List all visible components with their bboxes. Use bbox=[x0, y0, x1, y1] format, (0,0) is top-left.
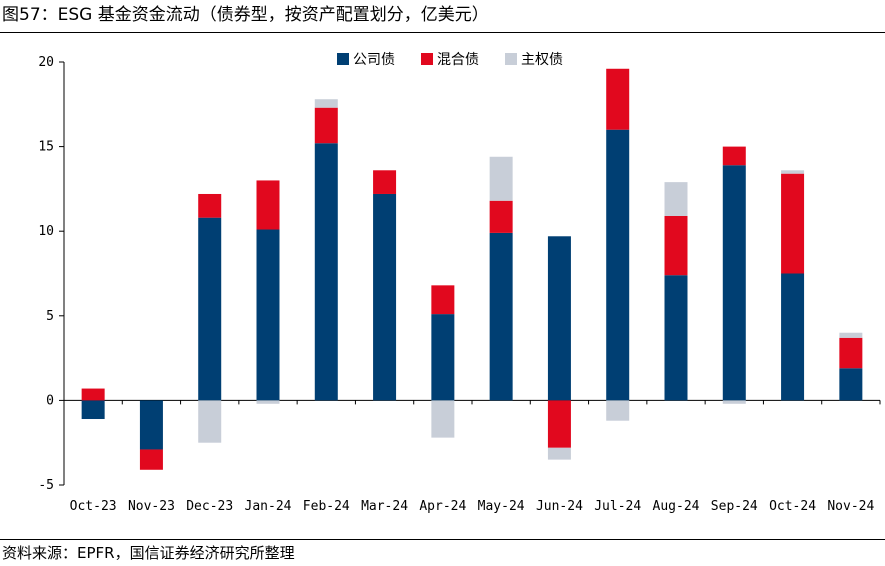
bar-hybrid bbox=[256, 180, 280, 230]
bar-sovereign bbox=[839, 332, 863, 338]
x-tick-label: Oct-24 bbox=[769, 499, 816, 514]
bar-corporate bbox=[314, 143, 338, 401]
bar-hybrid bbox=[139, 449, 163, 470]
x-tick-label: Jun-24 bbox=[536, 499, 583, 514]
x-tick-label: Nov-24 bbox=[827, 499, 874, 514]
bar-corporate bbox=[781, 273, 805, 401]
bar-sovereign bbox=[722, 400, 746, 404]
bar-hybrid bbox=[198, 193, 222, 218]
bar-corporate bbox=[81, 400, 105, 420]
x-tick-label: Dec-23 bbox=[186, 499, 233, 514]
x-tick-label: Oct-23 bbox=[70, 499, 117, 514]
bar-sovereign bbox=[431, 400, 455, 438]
x-tick-label: Feb-24 bbox=[303, 499, 350, 514]
bar-corporate bbox=[664, 275, 688, 401]
axes: -5 0 5 10 15 20 Oct-23 Nov-23 Dec-23 Jan-24 Feb-24… bbox=[38, 55, 881, 514]
bar-corporate bbox=[198, 217, 222, 401]
legend-swatch-sovereign bbox=[505, 53, 517, 65]
bar-sovereign bbox=[256, 400, 280, 404]
legend-label-hybrid: 混合债 bbox=[437, 52, 479, 68]
legend: 公司债 混合债 主权债 bbox=[337, 52, 563, 68]
bar-corporate bbox=[139, 400, 163, 450]
x-tick-label: Sep-24 bbox=[711, 499, 758, 514]
bar-hybrid bbox=[606, 68, 630, 130]
legend-swatch-corporate bbox=[337, 53, 349, 65]
y-tick-label: 10 bbox=[38, 224, 54, 239]
bar-corporate bbox=[256, 229, 280, 401]
bar-corporate bbox=[431, 314, 455, 401]
bar-hybrid bbox=[431, 285, 455, 315]
bar-hybrid bbox=[722, 146, 746, 166]
legend-label-sovereign: 主权债 bbox=[521, 52, 563, 68]
y-tick-label: 20 bbox=[38, 55, 54, 70]
legend-label-corporate: 公司债 bbox=[353, 52, 395, 68]
x-tick-label: Jan-24 bbox=[245, 499, 292, 514]
stacked-bar-chart: -5 0 5 10 15 20 Oct-23 Nov-23 Dec-23 Jan-24 Feb-24… bbox=[38, 52, 881, 514]
bar-hybrid bbox=[314, 107, 338, 144]
x-tick-label: Apr-24 bbox=[419, 499, 466, 514]
source-rule bbox=[0, 539, 885, 540]
bar-corporate bbox=[547, 236, 571, 401]
title-rule bbox=[0, 32, 885, 33]
x-tick-label: Aug-24 bbox=[653, 499, 700, 514]
bar-corporate bbox=[839, 368, 863, 401]
x-tick-label: May-24 bbox=[478, 499, 525, 514]
bar-hybrid bbox=[664, 215, 688, 276]
bar-hybrid bbox=[489, 200, 513, 233]
bar-sovereign bbox=[547, 447, 571, 460]
bar-sovereign bbox=[664, 182, 688, 216]
bars bbox=[81, 68, 863, 470]
bar-hybrid bbox=[81, 388, 105, 401]
bar-hybrid bbox=[373, 170, 397, 194]
bar-corporate bbox=[606, 129, 630, 401]
y-tick-label: 0 bbox=[46, 393, 54, 408]
x-tick-label: Mar-24 bbox=[361, 499, 408, 514]
bar-sovereign bbox=[781, 170, 805, 174]
bar-corporate bbox=[489, 232, 513, 401]
bar-hybrid bbox=[839, 337, 863, 369]
chart-title: 图57：ESG 基金资金流动（债券型，按资产配置划分，亿美元） bbox=[2, 5, 489, 25]
bar-corporate bbox=[373, 193, 397, 401]
x-tick-label: Jul-24 bbox=[594, 499, 641, 514]
bar-hybrid bbox=[547, 400, 571, 448]
y-tick-label: 15 bbox=[38, 140, 54, 155]
bar-hybrid bbox=[781, 173, 805, 274]
bar-sovereign bbox=[489, 156, 513, 201]
y-tick-label: 5 bbox=[46, 309, 54, 324]
source-note: 资料来源：EPFR，国信证券经济研究所整理 bbox=[2, 544, 295, 562]
x-tick-label: Nov-23 bbox=[128, 499, 175, 514]
bar-sovereign bbox=[606, 400, 630, 421]
legend-swatch-hybrid bbox=[421, 53, 433, 65]
y-tick-label: -5 bbox=[38, 478, 54, 493]
bar-sovereign bbox=[198, 400, 222, 443]
bar-corporate bbox=[722, 165, 746, 401]
bar-sovereign bbox=[314, 99, 338, 108]
